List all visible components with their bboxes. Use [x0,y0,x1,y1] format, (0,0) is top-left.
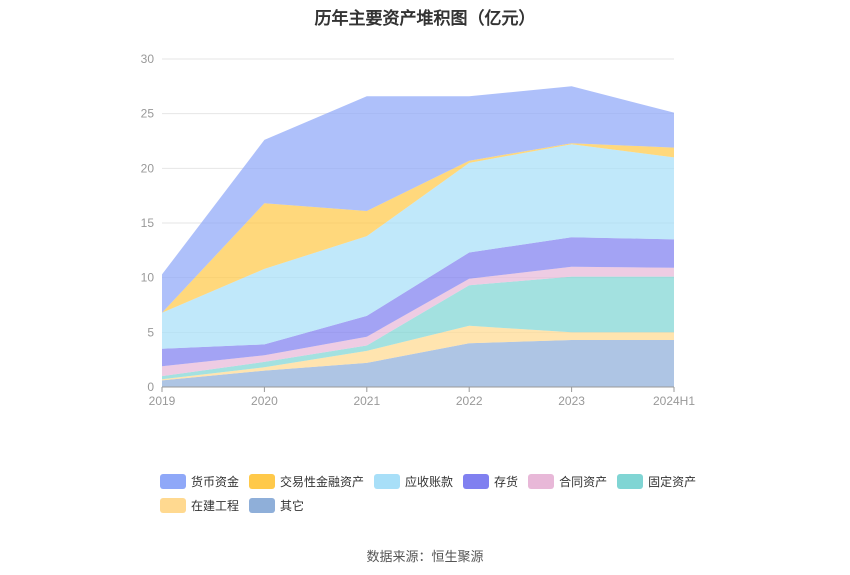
legend-item[interactable]: 其它 [249,497,304,514]
y-tick-label: 30 [141,52,155,66]
area-存货[interactable] [162,237,674,367]
legend-swatch [463,474,490,489]
y-tick-label: 20 [141,161,155,175]
y-tick-label: 0 [147,380,154,394]
x-tick-label: 2021 [353,394,380,408]
legend-label: 合同资产 [559,475,608,489]
stacked-area-chart: 0 5 10 15 20 25 30 2019 2020 2021 2022 2023 2024H1 [141,52,696,408]
axes: 0 5 10 15 20 25 30 2019 2020 2021 2022 2023 2024H1 [141,52,696,408]
y-tick-label: 5 [147,325,154,339]
x-tick-label: 2020 [251,394,278,408]
legend-item[interactable]: 交易性金融资产 [249,473,364,490]
data-source: 数据来源：恒生聚源 [366,549,484,564]
area-应收账款[interactable] [162,144,674,349]
y-tick-label: 25 [141,107,155,121]
area-合同资产[interactable] [162,266,674,377]
area-货币资金[interactable] [162,86,674,313]
legend-label: 交易性金融资产 [280,475,365,489]
area-交易性金融资产[interactable] [162,143,674,313]
x-tick-label: 2023 [558,394,585,408]
x-tick-label: 2022 [456,394,483,408]
legend-label: 货币资金 [191,475,240,489]
legend-label: 固定资产 [648,475,697,489]
chart-title: 历年主要资产堆积图（亿元） [314,9,536,28]
area-其它[interactable] [162,340,674,387]
legend-swatch [617,474,644,489]
legend-swatch [160,498,186,513]
legend-item[interactable]: 固定资产 [617,473,696,490]
legend-label: 应收账款 [405,475,454,489]
area-series [162,86,674,387]
legend-label: 其它 [280,499,305,513]
x-tick-label: 2024H1 [653,394,695,408]
legend-item[interactable]: 在建工程 [160,497,239,514]
y-tick-label: 10 [141,271,155,285]
legend: 货币资金 交易性金融资产 应收账款 存货 合同资产 固定资产在建工程 其它 [160,473,720,521]
legend-label: 存货 [494,475,519,489]
legend-swatch [249,498,276,513]
legend-swatch [528,474,555,489]
legend-label: 在建工程 [191,499,240,513]
x-tick-label: 2019 [149,394,176,408]
legend-item[interactable]: 应收账款 [374,473,453,490]
area-在建工程[interactable] [162,325,674,381]
legend-item[interactable]: 存货 [463,473,518,490]
y-tick-label: 15 [141,216,155,230]
legend-item[interactable]: 合同资产 [528,473,607,490]
legend-swatch [374,474,401,489]
area-固定资产[interactable] [162,276,674,380]
legend-swatch [249,474,276,489]
legend-item[interactable]: 货币资金 [160,473,239,490]
legend-swatch [160,474,186,489]
